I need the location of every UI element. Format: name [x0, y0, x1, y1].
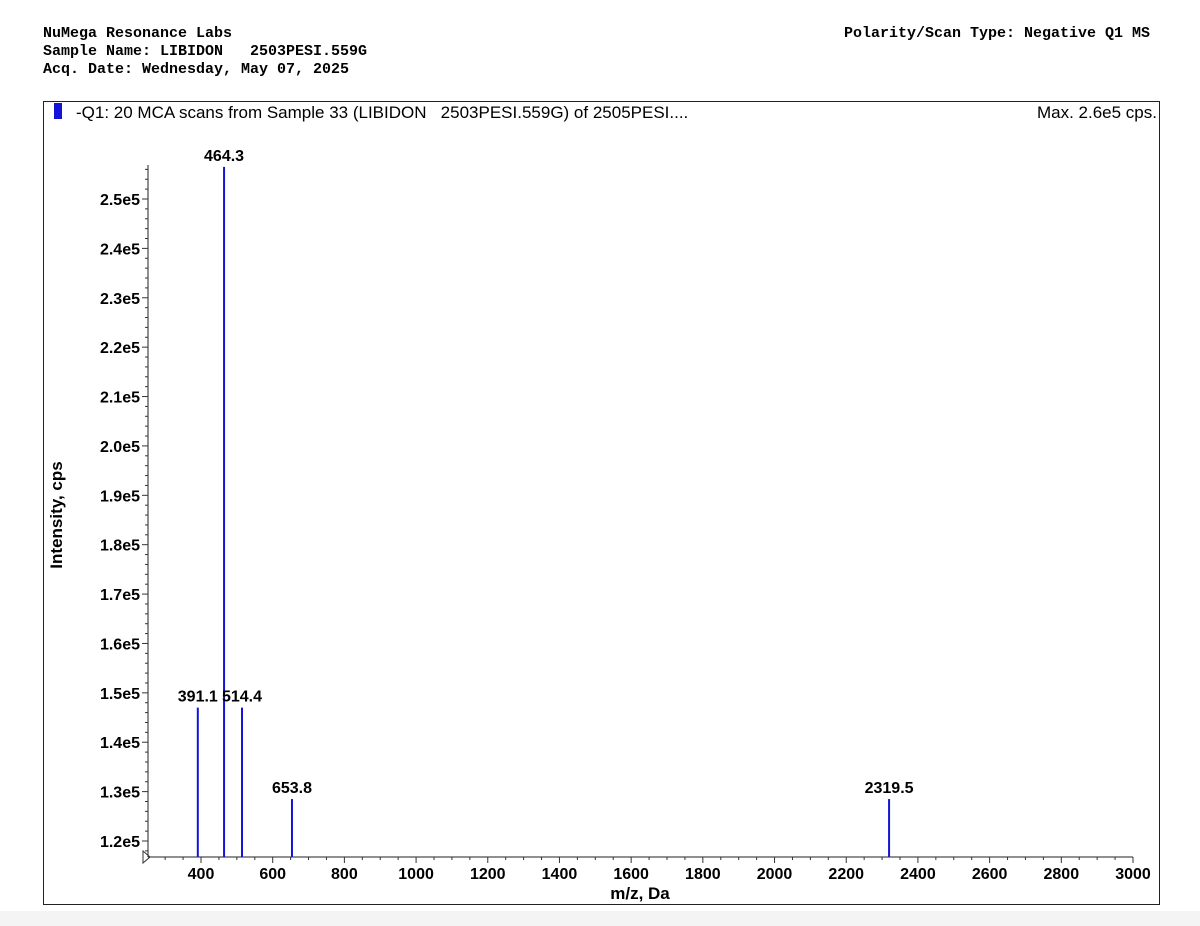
- y-tick-label: 2.5e5: [100, 192, 140, 209]
- x-tick-label: 2200: [828, 866, 864, 883]
- y-tick-label: 2.3e5: [100, 291, 140, 308]
- axis-origin-marker: [142, 849, 151, 865]
- x-tick-label: 600: [259, 866, 286, 883]
- acquisition-date: Acq. Date: Wednesday, May 07, 2025: [43, 61, 350, 78]
- y-axis-label: Intensity, cps: [47, 461, 66, 569]
- y-tick-label: 1.2e5: [100, 834, 140, 851]
- y-tick-label: 1.9e5: [100, 488, 140, 505]
- footer-strip: [0, 911, 1200, 926]
- header-info: NuMega Resonance Labs Sample Name: LIBIDO…: [43, 25, 367, 79]
- y-tick-label: 1.4e5: [100, 735, 140, 752]
- lab-name: NuMega Resonance Labs: [43, 25, 233, 42]
- y-tick-label: 1.5e5: [100, 686, 140, 703]
- x-tick-label: 2800: [1044, 866, 1080, 883]
- plot-frame: [43, 101, 1160, 905]
- y-tick-label: 2.4e5: [100, 241, 140, 258]
- x-tick-label: 400: [188, 866, 215, 883]
- x-tick-label: 1800: [685, 866, 721, 883]
- y-tick-label: 1.7e5: [100, 587, 140, 604]
- x-axis-label: m/z, Da: [610, 884, 670, 903]
- y-tick-label: 2.2e5: [100, 340, 140, 357]
- y-tick-label: 2.1e5: [100, 390, 140, 407]
- x-tick-label: 800: [331, 866, 358, 883]
- peak-label: 2319.5: [865, 780, 914, 797]
- y-tick-label: 2.0e5: [100, 439, 140, 456]
- x-tick-label: 1000: [398, 866, 434, 883]
- y-tick-label: 1.6e5: [100, 636, 140, 653]
- peak-label: 653.8: [272, 780, 312, 797]
- legend-text: -Q1: 20 MCA scans from Sample 33 (LIBIDO…: [76, 103, 689, 122]
- polarity-scan-type: Polarity/Scan Type: Negative Q1 MS: [843, 25, 1150, 42]
- x-tick-label: 3000: [1115, 866, 1151, 883]
- x-tick-label: 1600: [613, 866, 649, 883]
- x-tick-label: 1400: [542, 866, 578, 883]
- x-tick-label: 2600: [972, 866, 1008, 883]
- legend-swatch: [54, 103, 62, 119]
- peak-label: 391.1: [178, 689, 218, 706]
- sample-name: Sample Name: LIBIDON 2503PESI.559G: [43, 43, 368, 60]
- peak-label: 464.3: [204, 148, 244, 165]
- max-intensity-label: Max. 2.6e5 cps.: [1036, 103, 1157, 122]
- x-tick-label: 1200: [470, 866, 506, 883]
- x-tick-label: 2400: [900, 866, 936, 883]
- x-tick-label: 2000: [757, 866, 793, 883]
- y-tick-label: 1.3e5: [100, 785, 140, 802]
- peak-label: 514.4: [222, 689, 262, 706]
- y-tick-label: 1.8e5: [100, 538, 140, 555]
